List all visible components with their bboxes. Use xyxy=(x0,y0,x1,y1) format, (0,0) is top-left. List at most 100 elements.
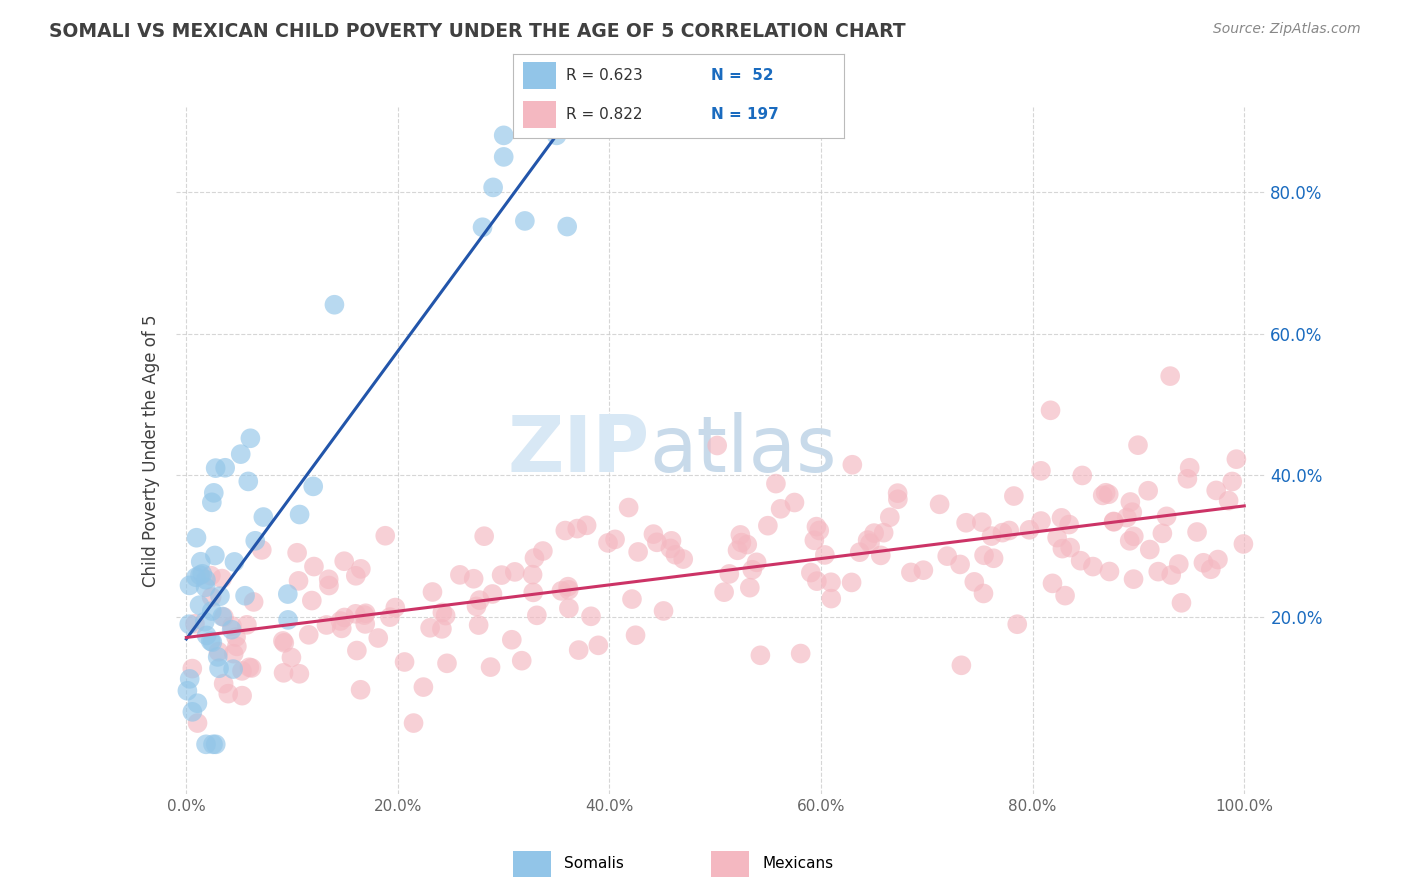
Text: N = 197: N = 197 xyxy=(711,107,779,122)
Point xyxy=(1159,369,1181,384)
Point xyxy=(970,515,993,529)
Point xyxy=(661,533,683,548)
Point xyxy=(479,660,502,674)
Point xyxy=(378,610,401,624)
Point xyxy=(467,618,489,632)
Point xyxy=(928,497,950,511)
Point xyxy=(567,522,589,536)
Point xyxy=(211,609,233,624)
Point xyxy=(1102,515,1125,529)
Point xyxy=(1205,483,1227,498)
Point xyxy=(1029,464,1052,478)
Point xyxy=(863,526,886,541)
Point xyxy=(513,214,536,228)
Point xyxy=(1137,483,1160,498)
Point xyxy=(575,518,598,533)
Point xyxy=(430,622,453,636)
Point xyxy=(1152,526,1174,541)
Point xyxy=(1122,529,1144,543)
Point xyxy=(1059,541,1081,555)
Point xyxy=(200,568,222,582)
Point xyxy=(789,647,811,661)
Point xyxy=(510,654,533,668)
Point xyxy=(522,585,544,599)
Point xyxy=(1177,472,1199,486)
Point xyxy=(394,655,416,669)
Point xyxy=(1206,552,1229,566)
Point xyxy=(617,500,640,515)
Point xyxy=(603,533,626,547)
Point xyxy=(769,501,792,516)
Point xyxy=(179,672,201,686)
Point xyxy=(1178,460,1201,475)
Point xyxy=(384,600,406,615)
Point xyxy=(208,589,231,603)
Point xyxy=(643,527,665,541)
Point xyxy=(1218,493,1240,508)
Point xyxy=(1057,517,1080,532)
Point xyxy=(221,623,243,637)
Point xyxy=(814,548,837,562)
Point xyxy=(323,298,346,312)
Point xyxy=(344,607,367,621)
Point xyxy=(186,716,208,731)
Point xyxy=(800,566,823,580)
Point xyxy=(271,634,294,648)
Point xyxy=(579,609,602,624)
Text: R = 0.822: R = 0.822 xyxy=(567,107,643,122)
Point xyxy=(229,447,252,461)
Point xyxy=(859,536,882,550)
Point xyxy=(222,662,245,676)
Point xyxy=(730,535,752,549)
Point xyxy=(333,554,356,568)
Point xyxy=(301,593,323,607)
Text: SOMALI VS MEXICAN CHILD POVERTY UNDER THE AGE OF 5 CORRELATION CHART: SOMALI VS MEXICAN CHILD POVERTY UNDER TH… xyxy=(49,22,905,41)
Point xyxy=(194,573,217,587)
Point xyxy=(288,508,311,522)
Point xyxy=(887,492,910,507)
Point xyxy=(245,533,267,548)
Point xyxy=(190,555,212,569)
Point xyxy=(318,572,340,586)
Point xyxy=(1005,617,1028,632)
Text: ZIP: ZIP xyxy=(508,412,650,489)
Point xyxy=(820,575,842,590)
Point xyxy=(820,591,842,606)
Point xyxy=(465,599,488,614)
Point xyxy=(841,458,863,472)
Point xyxy=(239,431,262,445)
Point xyxy=(346,643,368,657)
Point xyxy=(194,615,217,629)
Point xyxy=(201,590,224,604)
Point xyxy=(212,610,235,624)
Point xyxy=(998,524,1021,538)
Point xyxy=(973,548,995,562)
Point xyxy=(872,525,894,540)
Point xyxy=(195,628,218,642)
Point xyxy=(449,567,471,582)
Point xyxy=(350,562,373,576)
Point xyxy=(1167,557,1189,571)
Point xyxy=(1054,589,1077,603)
Point xyxy=(233,589,256,603)
Point xyxy=(419,621,441,635)
Point xyxy=(184,616,207,631)
Point xyxy=(1042,576,1064,591)
Point xyxy=(1118,533,1140,548)
Point xyxy=(879,510,901,524)
Point xyxy=(211,572,233,586)
Point xyxy=(212,676,235,690)
Point xyxy=(238,660,260,674)
Point xyxy=(783,495,806,509)
Point xyxy=(1122,572,1144,586)
Point xyxy=(912,563,935,577)
Point xyxy=(869,549,891,563)
Point xyxy=(432,606,454,620)
Point xyxy=(1160,568,1182,582)
Point xyxy=(302,479,325,493)
Point xyxy=(1139,542,1161,557)
Point xyxy=(1039,403,1062,417)
Point xyxy=(179,617,201,632)
Point xyxy=(318,578,340,592)
Point xyxy=(523,551,546,566)
